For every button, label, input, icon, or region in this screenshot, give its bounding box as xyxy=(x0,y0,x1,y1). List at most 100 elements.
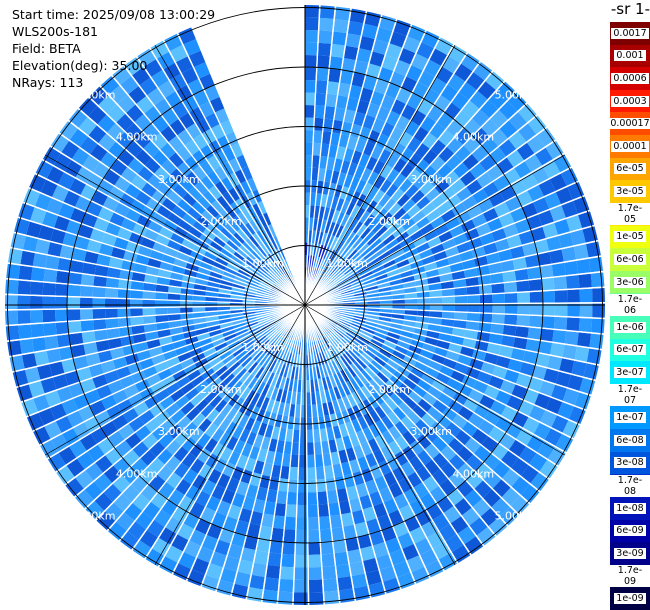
range-bin-cell xyxy=(262,370,272,384)
range-bin-cell xyxy=(308,579,323,593)
ray-separator xyxy=(304,304,541,493)
range-bin-cell xyxy=(119,192,136,208)
range-bin-cell xyxy=(186,123,202,140)
range-bin-cell xyxy=(516,280,530,292)
range-bin-cell xyxy=(371,265,385,274)
range-bin-cell xyxy=(248,253,260,264)
range-bin-cell xyxy=(190,427,205,443)
range-bin-cell xyxy=(236,247,249,259)
ray-separator xyxy=(304,304,520,516)
range-bin-cell xyxy=(206,408,220,423)
range-bin-cell xyxy=(97,179,114,196)
range-ring-label: 5.00km xyxy=(495,89,537,102)
range-bin-cell xyxy=(211,427,225,443)
range-bin-cell xyxy=(560,167,579,186)
range-bin-cell xyxy=(335,197,345,212)
range-bin-cell xyxy=(336,341,348,354)
range-bin-cell xyxy=(339,500,351,515)
range-bin-cell xyxy=(241,166,253,181)
range-bin-cell xyxy=(364,382,377,396)
range-bin-cell xyxy=(397,572,415,590)
range-bin-cell xyxy=(362,327,376,335)
range-bin-cell xyxy=(199,101,215,118)
range-bin-cell xyxy=(241,442,253,458)
range-bin-cell xyxy=(387,411,401,426)
range-bin-cell xyxy=(340,461,352,476)
range-bin-cell xyxy=(318,339,326,352)
range-bin-cell xyxy=(396,87,412,104)
range-bin-cell xyxy=(204,85,220,102)
range-bin-cell xyxy=(359,227,372,240)
range-bin-cell xyxy=(144,274,158,284)
range-bin-cell xyxy=(546,236,562,251)
beta-field-cells xyxy=(5,5,605,605)
range-bin-cell xyxy=(537,441,555,459)
range-bin-cell xyxy=(378,250,392,261)
range-bin-cell xyxy=(231,492,246,508)
ray-separator xyxy=(276,304,306,604)
range-bin-cell xyxy=(354,164,366,180)
range-bin-cell xyxy=(315,466,325,480)
range-bin-cell xyxy=(469,90,488,109)
range-bin-cell xyxy=(226,239,239,252)
range-bin-cell xyxy=(155,307,168,315)
range-bin-cell xyxy=(151,69,169,88)
range-bin-cell xyxy=(355,260,368,271)
range-bin-cell xyxy=(396,258,410,269)
range-bin-cell xyxy=(240,356,253,368)
range-bin-cell xyxy=(504,314,518,326)
range-bin-cell xyxy=(168,152,184,168)
range-bin-cell xyxy=(360,385,372,399)
range-bin-cell xyxy=(26,221,42,238)
range-bin-cell xyxy=(367,363,380,375)
range-bin-cell xyxy=(201,209,215,223)
range-bin-cell xyxy=(421,255,436,266)
ray-separator xyxy=(304,304,341,604)
range-bin-cell xyxy=(224,223,237,236)
range-bin-cell xyxy=(270,373,279,388)
range-bin-cell xyxy=(498,139,517,157)
range-bin-cell xyxy=(150,381,166,395)
range-bin-cell xyxy=(423,262,438,272)
range-bin-cell xyxy=(88,106,107,125)
range-bin-cell xyxy=(269,268,280,279)
range-bin-cell xyxy=(550,342,565,357)
range-bin-cell xyxy=(252,349,264,362)
range-bin-cell xyxy=(435,372,451,385)
range-bin-cell xyxy=(388,327,402,335)
range-bin-cell xyxy=(204,438,218,453)
range-bin-cell xyxy=(5,279,19,294)
range-bin-cell xyxy=(92,286,106,298)
range-bin-cell xyxy=(6,263,21,280)
ray-separator xyxy=(304,61,481,306)
range-bin-cell xyxy=(441,209,456,223)
range-bin-cell xyxy=(104,370,120,384)
ray-separator xyxy=(68,120,306,306)
range-bin-cell xyxy=(183,421,198,437)
range-bin-cell xyxy=(359,333,373,342)
range-bin-cell xyxy=(398,383,413,396)
range-bin-cell xyxy=(336,95,348,110)
range-bin-cell xyxy=(381,430,395,445)
ray-separator xyxy=(58,132,306,306)
range-bin-cell xyxy=(209,240,223,252)
range-bin-cell xyxy=(42,296,56,309)
range-bin-cell xyxy=(562,344,577,360)
range-bin-cell xyxy=(214,342,228,352)
range-bin-cell xyxy=(220,325,234,334)
range-bin-cell xyxy=(345,231,356,245)
range-bin-cell xyxy=(69,178,86,195)
range-bin-cell xyxy=(325,376,333,390)
range-bin-cell xyxy=(280,337,289,350)
range-bin-cell xyxy=(427,531,445,549)
range-bin-cell xyxy=(365,317,379,324)
range-bin-cell xyxy=(263,501,276,516)
range-bin-cell xyxy=(531,365,547,380)
range-bin-cell xyxy=(338,226,349,240)
range-bin-cell xyxy=(364,11,381,27)
ray-separator xyxy=(304,304,387,595)
range-bin-cell xyxy=(283,529,296,543)
range-bin-cell xyxy=(332,345,343,357)
range-bin-cell xyxy=(189,442,204,458)
range-bin-cell xyxy=(247,376,259,390)
